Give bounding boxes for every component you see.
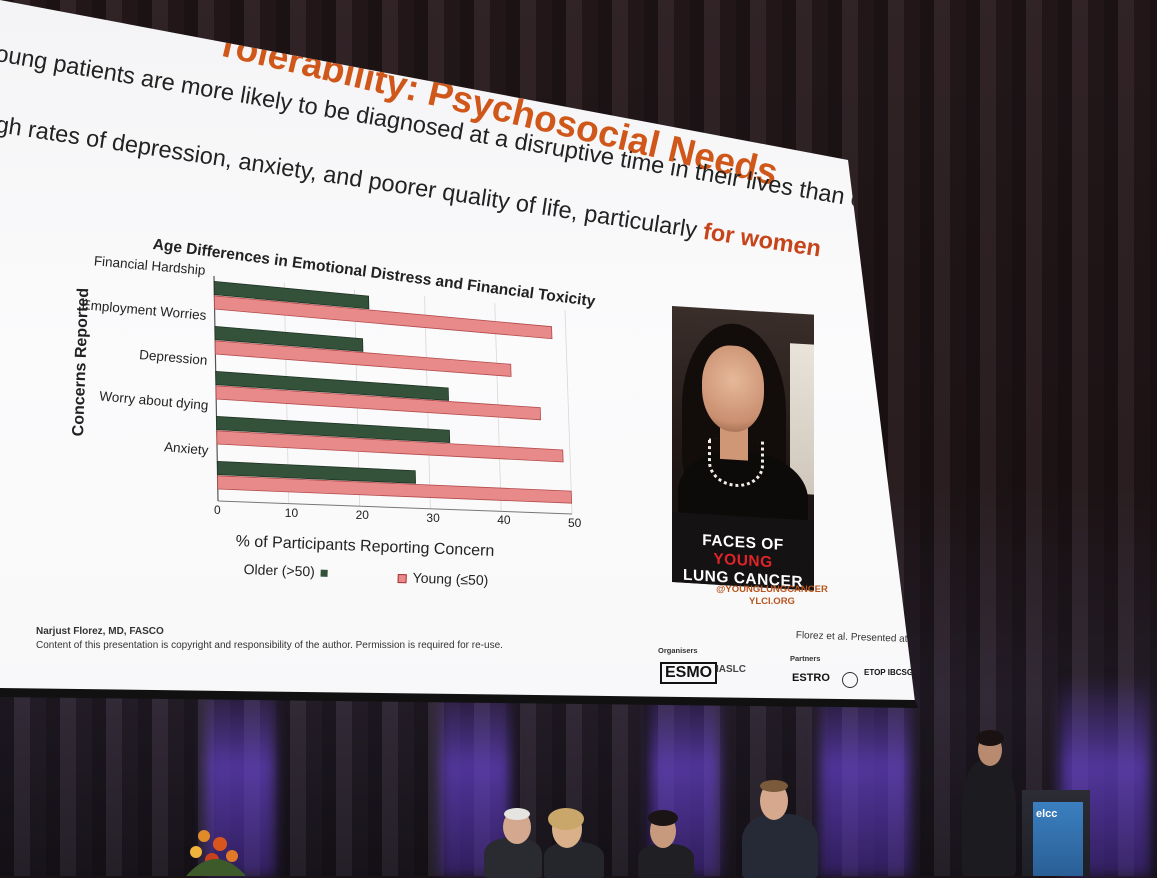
lectern-screen [1033, 802, 1083, 876]
x-tick-label-1: 10 [284, 505, 299, 520]
bar-older-2 [215, 370, 449, 401]
bar-young-3 [216, 430, 564, 463]
bar-young-0 [213, 295, 553, 340]
esmo-logo: ESMO [660, 662, 718, 684]
slide-copyright: Content of this presentation is copyrigh… [36, 640, 503, 651]
legend-label-older: Older (>50) [243, 561, 316, 580]
caption-young: YOUNG [713, 550, 773, 572]
bar-young-2 [215, 385, 542, 421]
legend-item-young: Young (≤50) [397, 569, 489, 589]
x-tick-label-3: 30 [426, 510, 440, 525]
photo-face [702, 343, 764, 434]
lectern-logo: elcc [1036, 808, 1058, 820]
bar-older-0 [213, 280, 370, 310]
flower-arrangement [186, 830, 246, 876]
x-tick-label-4: 40 [497, 513, 511, 528]
x-tick-label-2: 20 [355, 508, 369, 523]
photo-caption: FACES OF YOUNG LUNG CANCER [672, 512, 814, 591]
legend-swatch-young [397, 573, 407, 584]
etop-logo: ETOP IBCSG [864, 668, 914, 677]
legend-label-young: Young (≤50) [412, 569, 489, 589]
bar-older-3 [216, 415, 451, 444]
iaslc-logo: IASLC [716, 664, 746, 675]
bar-young-1 [214, 340, 512, 377]
bar-older-4 [216, 460, 416, 484]
partner-peace-icon [842, 672, 858, 688]
bar-older-1 [214, 325, 364, 352]
x-tick-label-5: 50 [568, 516, 582, 530]
legend-item-older: Older (>50) [243, 561, 328, 580]
partners-label: Partners [790, 654, 821, 663]
legend-swatch-older [320, 569, 328, 577]
photo-handle: @YOUNGLUNGCANCER [716, 584, 828, 595]
x-tick-label-0: 0 [214, 503, 221, 517]
photo-site: YLCI.ORG [749, 596, 795, 607]
organisers-label: Organisers [658, 646, 698, 655]
bar-young-4 [217, 475, 573, 504]
stage-light [820, 676, 910, 876]
chart-gridline [564, 309, 573, 515]
slide-author: Narjust Florez, MD, FASCO [36, 626, 164, 637]
estro-logo: ESTRO [792, 672, 830, 684]
ylc-photo-card: FACES OF YOUNG LUNG CANCER [672, 306, 814, 591]
chart-x-axis [217, 500, 573, 515]
